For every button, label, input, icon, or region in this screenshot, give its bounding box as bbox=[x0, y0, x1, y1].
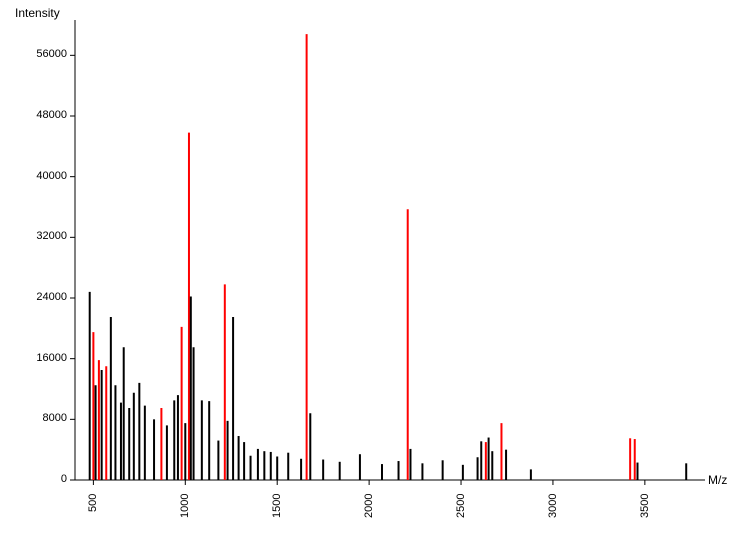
x-tick-label: 1500 bbox=[271, 494, 283, 518]
mass-spectrum-chart: Intensity M/z 0 8000 16000 24000 32000 40000 4… bbox=[0, 0, 750, 540]
x-tick-label: 2000 bbox=[363, 494, 375, 518]
y-tick-label: 32000 bbox=[36, 230, 67, 242]
x-tick-label: 3500 bbox=[639, 494, 651, 518]
y-tick-label: 8000 bbox=[43, 412, 67, 424]
x-tick-label: 1000 bbox=[179, 494, 191, 518]
x-axis-title: M/z bbox=[708, 473, 727, 487]
y-tick-label: 24000 bbox=[36, 291, 67, 303]
y-tick-label: 48000 bbox=[36, 109, 67, 121]
chart-svg bbox=[0, 0, 750, 540]
y-tick-label: 56000 bbox=[36, 48, 67, 60]
x-tick-label: 3000 bbox=[547, 494, 559, 518]
y-tick-label: 40000 bbox=[36, 170, 67, 182]
y-tick-label: 16000 bbox=[36, 352, 67, 364]
y-tick-label: 0 bbox=[61, 473, 67, 485]
y-axis-title: Intensity bbox=[15, 6, 60, 20]
x-tick-label: 500 bbox=[87, 493, 99, 511]
x-tick-label: 2500 bbox=[455, 494, 467, 518]
